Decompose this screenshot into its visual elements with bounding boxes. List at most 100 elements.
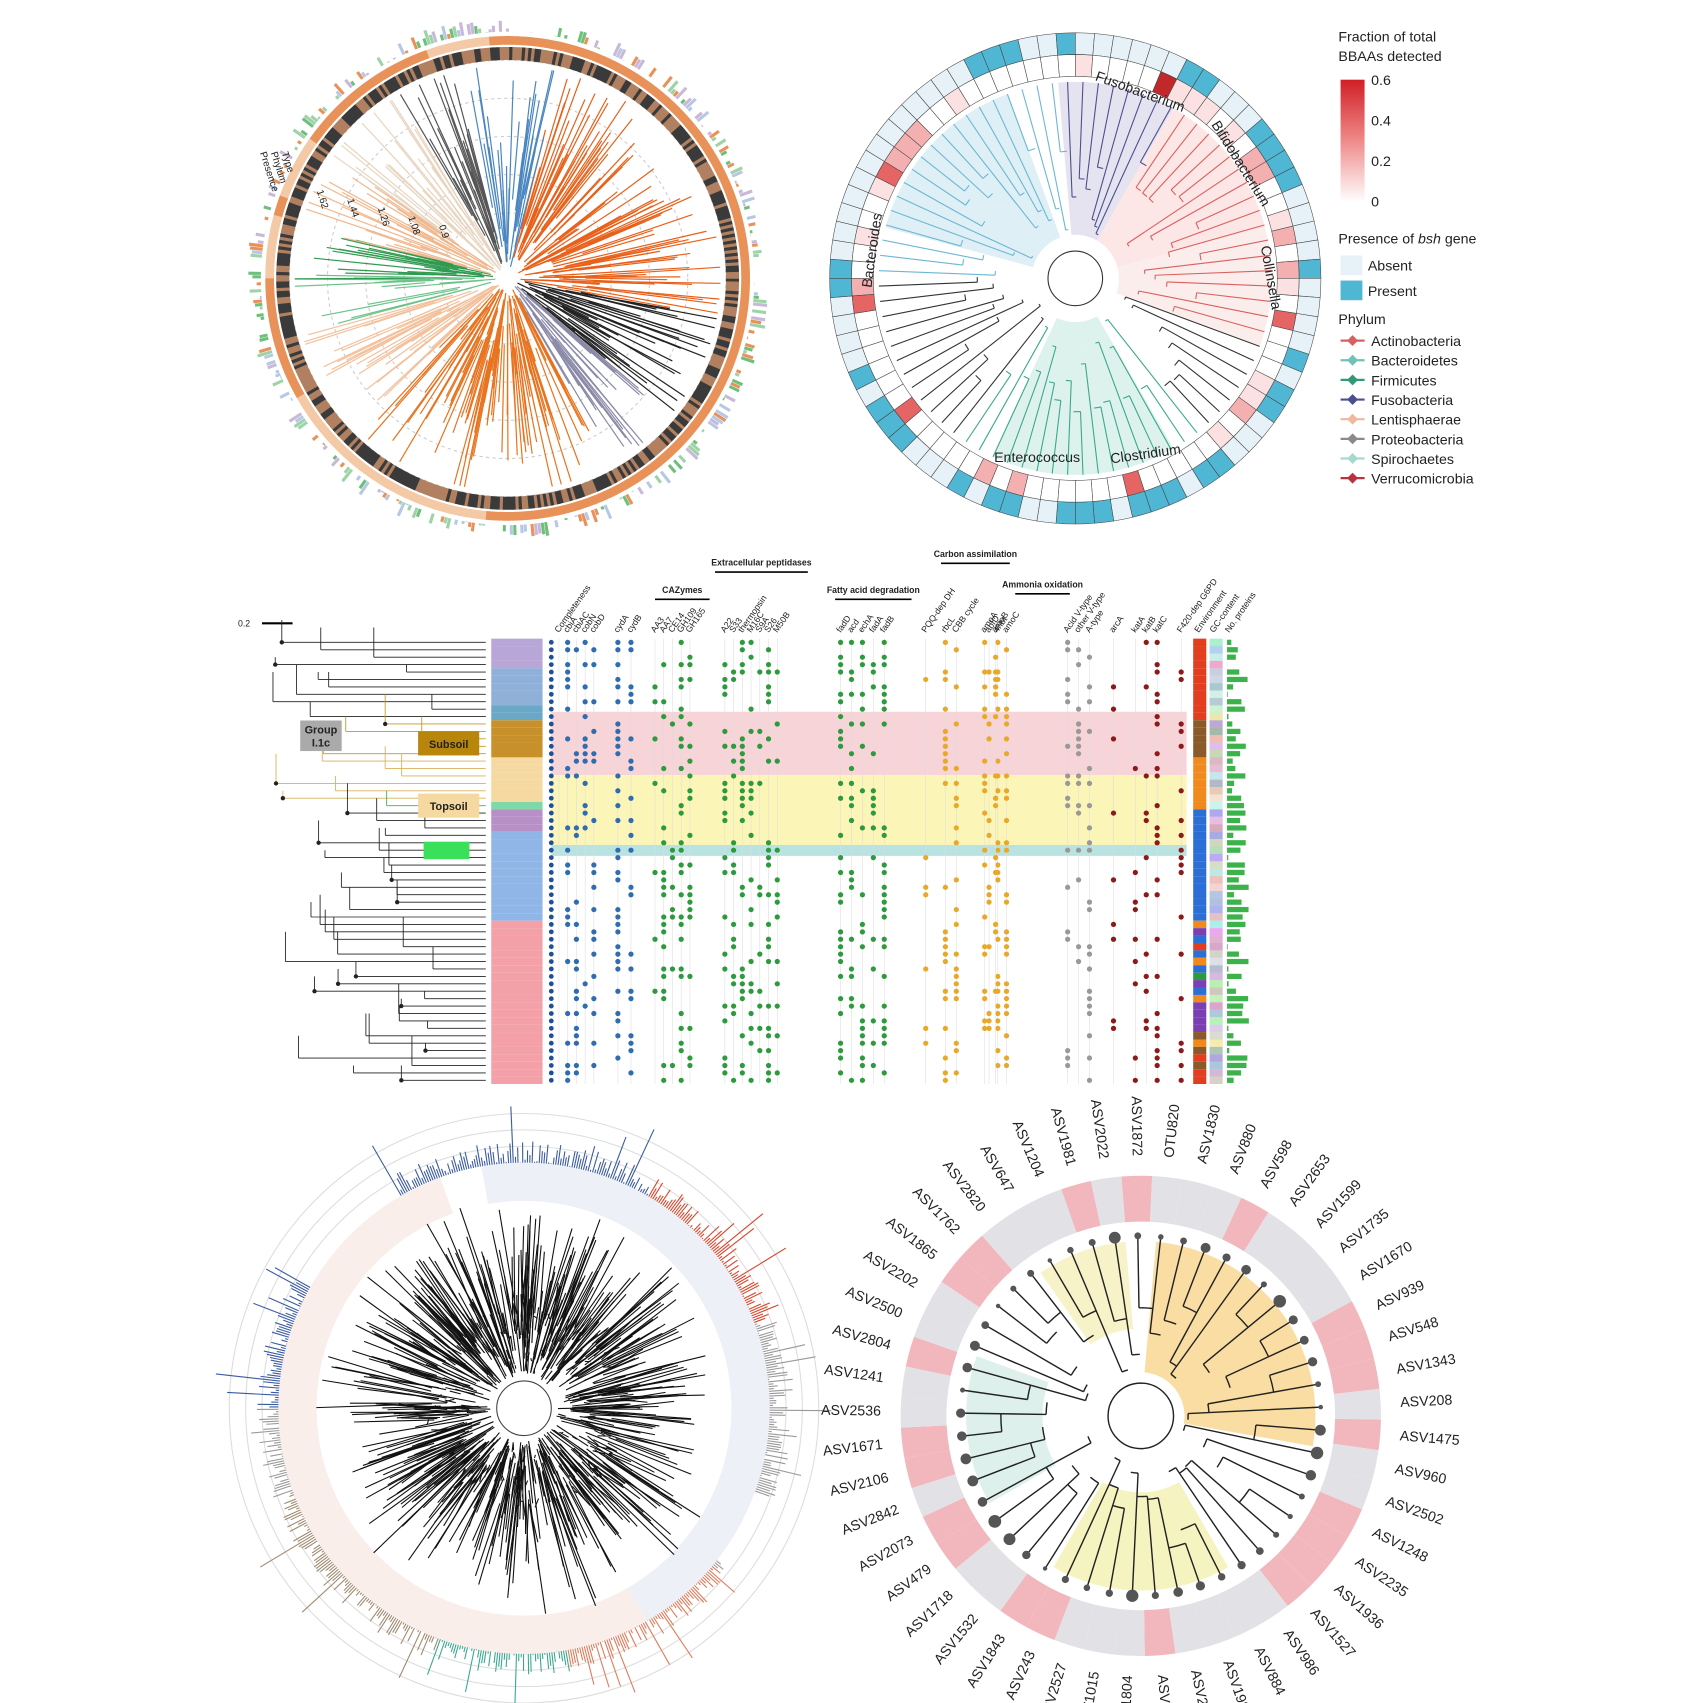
tree-root [1047, 250, 1104, 307]
ring-cell [1193, 1594, 1235, 1648]
presence-dot [1086, 654, 1093, 660]
tree-branch [508, 323, 516, 410]
tree-branch [1086, 1487, 1119, 1588]
tree-branch [1255, 1424, 1321, 1431]
presence-dot [615, 803, 621, 809]
tree-branch [572, 1403, 631, 1409]
tree-branch [538, 1450, 578, 1550]
tree-branch [565, 1305, 584, 1337]
presence-ring-cell [333, 83, 345, 96]
tree-branch [367, 286, 461, 305]
phylum-ring-cell [675, 110, 685, 119]
bsh-ring-cell [1036, 499, 1059, 524]
histogram-bar [275, 1330, 290, 1336]
presence-dot [1003, 996, 1010, 1002]
protein-bar [1227, 654, 1236, 660]
label-cell [491, 876, 543, 884]
tree-branch [387, 1446, 457, 1486]
gc-cell [1209, 972, 1223, 981]
phylum-ring-cell [377, 71, 386, 82]
presence-dot [678, 713, 684, 720]
legend-title: Presence of bsh gene [1338, 231, 1476, 247]
ring-cell [1006, 1201, 1054, 1255]
histogram-bar [658, 1195, 664, 1204]
gc-cell [1209, 824, 1223, 832]
type-ring-cell [306, 385, 320, 396]
presence-dot [837, 691, 844, 697]
ring-cell [1000, 1573, 1049, 1628]
tree-branch [374, 1333, 469, 1381]
presence-dot [942, 988, 949, 994]
type-ring-cell [719, 329, 733, 337]
tree-branch [550, 1247, 575, 1335]
tree-branch [538, 1437, 551, 1456]
histogram-bar [454, 1644, 459, 1659]
type-ring-cell [370, 89, 381, 103]
fraction-ring-cell [1276, 260, 1300, 279]
presence-ring-cell [297, 420, 309, 430]
type-ring-cell [340, 429, 353, 442]
presence-dot [1154, 639, 1160, 645]
histogram-bar [725, 1259, 738, 1269]
histogram-bar [714, 1562, 724, 1570]
phylum-ring-cell [621, 480, 629, 491]
presence-dot [628, 988, 634, 994]
presence-dot [982, 788, 988, 794]
tree-branch [540, 318, 629, 426]
tip-dot [1287, 1513, 1293, 1520]
type-ring-cell [605, 471, 615, 486]
presence-ring-cell [428, 513, 435, 524]
histogram-bar [767, 1374, 788, 1378]
phylum-ring-cell [627, 70, 635, 80]
tree-branch [322, 1379, 439, 1400]
tree-branch [886, 224, 961, 247]
phylum-ring-cell [481, 510, 487, 520]
presence-ring-cell [428, 34, 435, 44]
env-cell [1193, 868, 1207, 877]
tree-arc [1195, 222, 1200, 230]
histogram-bar [313, 1555, 329, 1568]
completeness-dot [548, 907, 554, 912]
presence-dot [582, 825, 588, 831]
type-ring-cell [426, 60, 435, 74]
phylum-ring-cell [455, 506, 461, 516]
completeness-dot [548, 1025, 554, 1031]
label-cell [491, 742, 543, 750]
protein-bar [1227, 728, 1241, 735]
histogram-bar [741, 1284, 760, 1295]
presence-dot [1178, 869, 1184, 876]
type-ring-cell [721, 230, 735, 237]
type-ring-cell [285, 211, 299, 219]
presence-ring-cell [334, 94, 340, 100]
tree-branch [531, 1215, 541, 1328]
type-ring-cell [644, 98, 656, 111]
phylum-ring-cell [404, 57, 412, 67]
tree-branch [537, 295, 610, 341]
tree-branch [511, 121, 520, 200]
presence-dot [982, 914, 988, 920]
bsh-suffix: gene [1441, 231, 1477, 247]
type-ring-cell [278, 242, 292, 248]
presence-dot [1075, 773, 1082, 779]
tree-branch [363, 1340, 464, 1381]
presence-dot [678, 736, 684, 742]
tree-branch [994, 1478, 1054, 1522]
histogram-bar [764, 1354, 781, 1360]
phylum-ring-cell [338, 102, 347, 112]
protein-bar [1227, 996, 1249, 1002]
presence-dot [953, 973, 959, 980]
type-ring-cell [520, 496, 526, 510]
phylum-ring-cell [301, 401, 312, 410]
phylum-ring-cell [604, 57, 612, 68]
tree-branch [486, 289, 504, 335]
histogram-bar [369, 1601, 374, 1606]
tree-branch [511, 1460, 519, 1499]
type-ring-cell [725, 281, 740, 286]
protein-bar [1227, 751, 1241, 757]
tree-arc [1216, 1456, 1224, 1468]
presence-ring-cell [431, 31, 438, 43]
presence-dot [591, 1040, 597, 1046]
phylum-ring-cell [686, 426, 696, 435]
tree-branch [333, 154, 456, 242]
tree-branch [511, 332, 524, 464]
